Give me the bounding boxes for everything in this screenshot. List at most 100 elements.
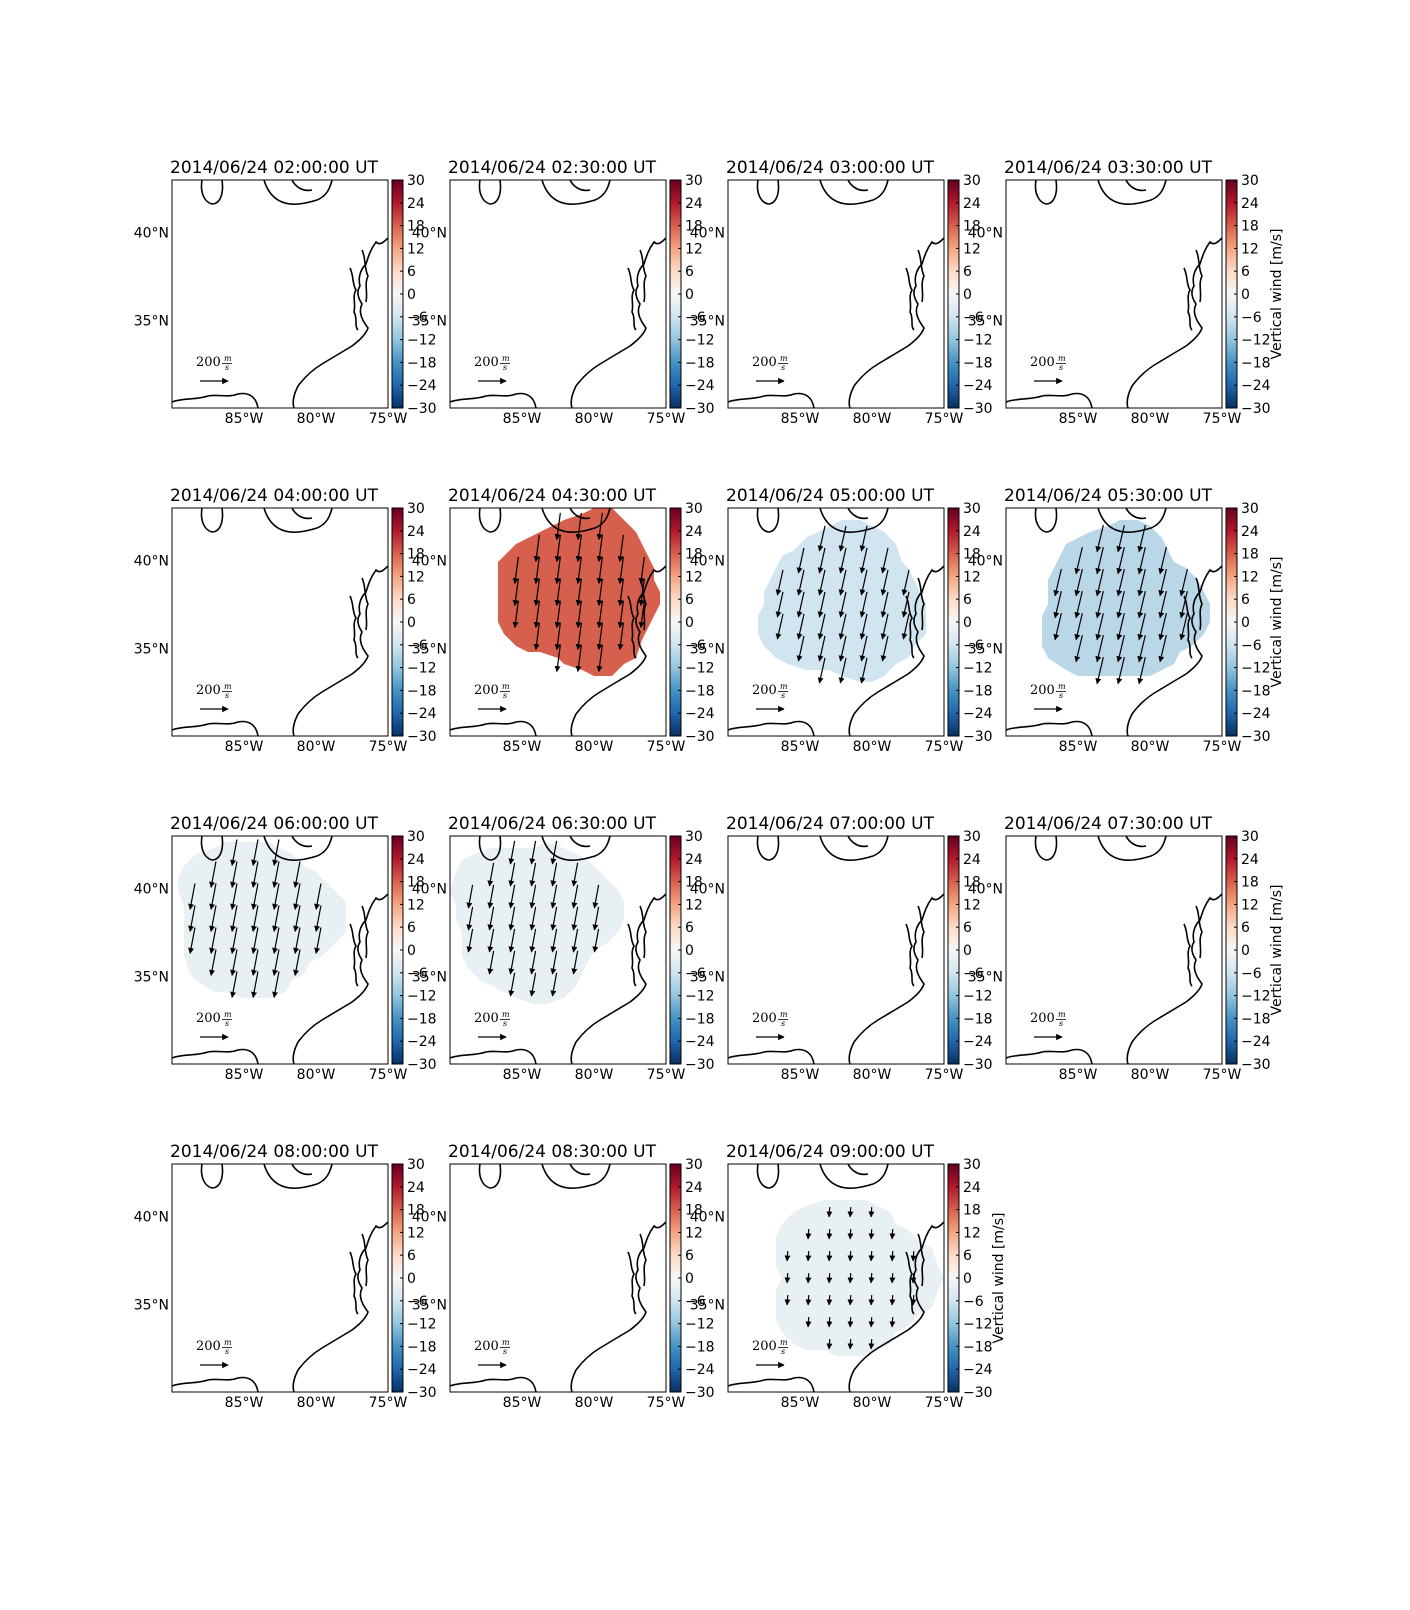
colorbar-tick-label: −12 <box>685 661 715 677</box>
wind-vector <box>550 906 558 931</box>
coastline <box>569 1164 591 1176</box>
wind-vector <box>838 547 847 574</box>
wind-vector <box>901 569 910 596</box>
reference-vector-unit-num: m <box>780 354 788 363</box>
map-frame <box>171 179 389 409</box>
lat-tick-label: 35°N <box>690 641 725 657</box>
lat-tick-label: 40°N <box>690 1210 725 1226</box>
colorbar-tick-label: −6 <box>963 966 984 982</box>
wind-vector <box>838 525 847 552</box>
map-panel: 2014/06/24 02:30:00 UT 200 ms 85°W 80°W 75°W 4… <box>412 158 715 427</box>
map-panel: 2014/06/24 05:00:00 UT 200 ms 85°W 80°W 75°W 4… <box>690 486 993 755</box>
map-area <box>728 508 944 736</box>
reference-vector-unit-den: s <box>781 691 785 700</box>
coastline <box>541 1164 611 1189</box>
colorbar-tick-label: 24 <box>685 1180 703 1196</box>
coastline <box>1126 237 1222 408</box>
coastline <box>756 508 780 533</box>
wind-vector <box>209 883 217 910</box>
colorbar-tick-label: 6 <box>1241 920 1250 936</box>
wind-vector <box>638 556 645 585</box>
lon-tick-label: 80°W <box>1131 1067 1170 1083</box>
coastline <box>639 1233 647 1287</box>
coastline <box>905 595 915 659</box>
lat-tick-label: 35°N <box>134 1297 169 1313</box>
coastline <box>905 1251 915 1315</box>
colorbar-tick-label: 0 <box>407 943 416 959</box>
coastline <box>1006 720 1093 736</box>
coastline <box>541 836 611 861</box>
colorbar-tick-label: 6 <box>685 592 694 608</box>
colorbar-tick-label: 0 <box>685 287 694 303</box>
colorbar-tick-label: 12 <box>963 897 981 913</box>
wind-vector <box>784 1295 791 1306</box>
colorbar-tick-label: 0 <box>963 287 972 303</box>
wind-vector <box>889 1273 896 1284</box>
wind-vector <box>554 600 561 629</box>
lat-tick-label: 40°N <box>134 226 169 242</box>
colorbar-tick-label: −30 <box>1241 729 1271 745</box>
colorbar-title: Vertical wind [m/s] <box>1269 885 1285 1016</box>
wind-vector <box>596 534 603 563</box>
colorbar-tick-label: 0 <box>685 615 694 631</box>
wind-vector <box>1137 613 1146 641</box>
wind-vector <box>209 949 217 976</box>
wind-vector <box>533 600 540 629</box>
panel-title: 2014/06/24 06:00:00 UT <box>170 814 379 834</box>
wind-vector <box>512 600 519 629</box>
wind-vector <box>596 600 603 629</box>
reference-vector-unit-den: s <box>781 1019 785 1028</box>
panel-title: 2014/06/24 07:30:00 UT <box>1004 814 1213 834</box>
wind-vector <box>796 613 805 640</box>
colorbar-tick-label: −12 <box>407 989 437 1005</box>
colorbar-tick-label: −18 <box>685 1011 715 1027</box>
coastline <box>917 249 925 303</box>
wind-vector <box>209 905 217 932</box>
map-frame <box>449 179 667 409</box>
colorbar-tick-label: −6 <box>407 966 428 982</box>
coastline <box>847 180 869 192</box>
wind-vector <box>805 1317 812 1328</box>
colorbar-tick-label: 6 <box>685 1248 694 1264</box>
colorbar-tick-label: 18 <box>685 219 703 235</box>
colorbar-tick-label: 30 <box>963 1157 981 1173</box>
reference-vector-label: 200 <box>752 355 777 370</box>
wind-vector <box>817 657 826 684</box>
colorbar-tick-label: −24 <box>963 706 993 722</box>
reference-vector-unit-den: s <box>225 1019 229 1028</box>
coastline <box>627 923 637 987</box>
coastline <box>349 923 359 987</box>
colorbar-tick-label: −24 <box>685 1034 715 1050</box>
colorbar-tick-label: −6 <box>685 1294 706 1310</box>
reference-vector-unit-den: s <box>225 1347 229 1356</box>
colorbar-tick-label: 30 <box>685 1157 703 1173</box>
reference-vector-unit-den: s <box>781 1347 785 1356</box>
colorbar-tick-label: −6 <box>685 638 706 654</box>
coastline <box>291 180 313 192</box>
lon-tick-label: 75°W <box>925 739 964 755</box>
colorbar-tick-label: 18 <box>1241 875 1259 891</box>
coastline <box>639 905 647 959</box>
map-panel: 2014/06/24 05:30:00 UT 200 ms 85°W 80°W 75°W 4… <box>968 486 1285 755</box>
lon-tick-label: 85°W <box>225 1067 264 1083</box>
map-panel: 2014/06/24 06:30:00 UT 200 ms 85°W 80°W 75°W 4… <box>412 814 715 1083</box>
coastline <box>291 1164 313 1176</box>
wind-vector <box>571 884 579 909</box>
wind-vector <box>592 884 600 909</box>
wind-vector <box>1116 569 1125 597</box>
colorbar-tick-label: 6 <box>407 264 416 280</box>
wind-vector <box>533 578 540 607</box>
wind-vector <box>838 613 847 640</box>
wind-vector <box>1053 591 1062 619</box>
wind-vector <box>880 613 889 640</box>
wind-vector <box>188 883 196 910</box>
coastline <box>541 508 611 533</box>
wind-vector <box>230 883 238 910</box>
wind-vector <box>859 613 868 640</box>
wind-vector <box>1095 613 1104 641</box>
map-area <box>172 180 388 408</box>
coastline <box>848 1221 944 1392</box>
wind-vector <box>889 1251 896 1262</box>
colorbar-tick-label: −30 <box>407 1385 437 1401</box>
wind-vector <box>1074 547 1083 575</box>
